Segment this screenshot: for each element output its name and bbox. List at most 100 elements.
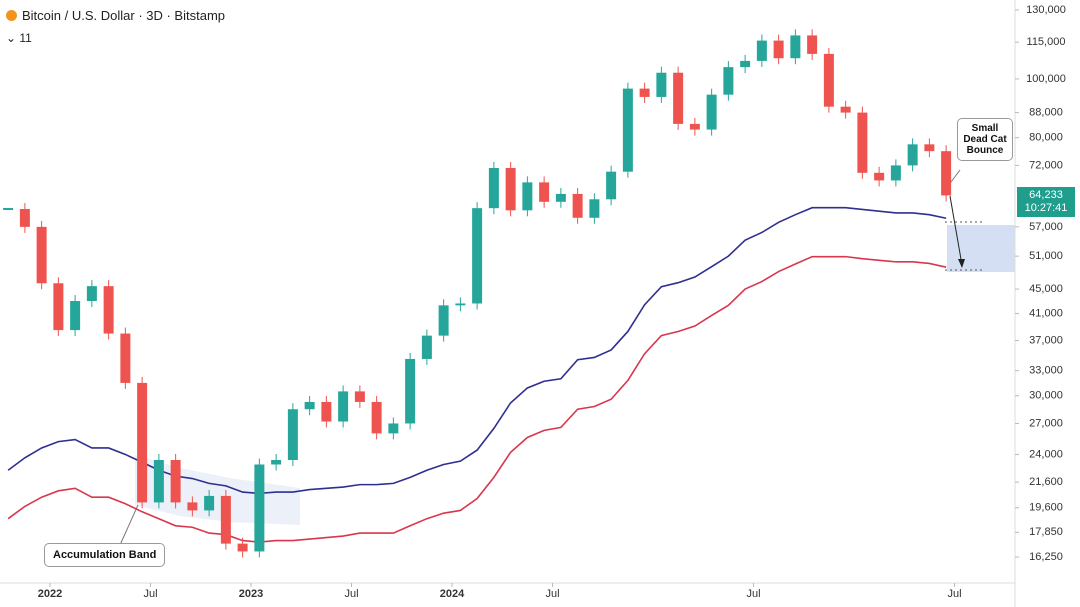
coin-icon [6, 10, 17, 21]
candle [455, 303, 466, 306]
y-tick-label: 27,000 [1029, 417, 1063, 429]
candle [907, 144, 918, 166]
candle [321, 401, 332, 422]
arrow-head [958, 259, 965, 268]
candle [823, 53, 834, 107]
x-tick-label: Jul [143, 588, 157, 600]
candle [589, 199, 600, 218]
chart-title: Bitcoin / U.S. Dollar · 3D · Bitstamp [22, 8, 225, 23]
countdown: 10:27:41 [1024, 202, 1068, 214]
candle [421, 335, 432, 359]
y-tick-label: 72,000 [1029, 159, 1063, 171]
candle [137, 382, 148, 503]
indicator[interactable]: ⌄ 11 [6, 31, 32, 45]
candle [706, 94, 717, 130]
y-tick-label: 57,000 [1029, 221, 1063, 233]
candle [656, 72, 667, 97]
candle [622, 88, 633, 172]
y-tick-label: 115,000 [1027, 36, 1066, 48]
candle [438, 305, 449, 336]
candle [187, 502, 198, 511]
price-tag: 64,233 10:27:41 [1017, 187, 1075, 217]
candle [807, 35, 818, 54]
candle [673, 72, 684, 124]
candle [354, 391, 365, 402]
candle [606, 171, 617, 200]
candle [371, 401, 382, 434]
candle [70, 301, 81, 331]
candle [505, 167, 516, 211]
y-tick-label: 88,000 [1029, 107, 1063, 119]
x-tick-label: 2022 [38, 588, 62, 600]
candle [204, 495, 215, 511]
candle [572, 193, 583, 218]
annotation: Accumulation Band [44, 543, 166, 567]
y-tick-label: 41,000 [1029, 307, 1063, 319]
candle [857, 112, 868, 173]
y-tick-label: 19,600 [1029, 502, 1063, 514]
x-tick-label: 2024 [440, 588, 465, 600]
y-tick-label: 21,600 [1029, 476, 1063, 488]
x-tick-label: Jul [545, 588, 559, 600]
x-tick-label: Jul [746, 588, 760, 600]
candle [740, 60, 751, 68]
arrow [949, 195, 963, 266]
candle [338, 391, 349, 422]
candle [220, 495, 231, 544]
candle [522, 182, 533, 211]
candle [254, 464, 265, 552]
y-tick-label: 45,000 [1029, 283, 1063, 295]
band-line [7, 255, 947, 543]
last-price: 64,233 [1029, 189, 1063, 201]
candle [890, 165, 901, 181]
callout-line [119, 504, 139, 546]
y-tick-label: 24,000 [1029, 448, 1063, 460]
y-tick-label: 80,000 [1029, 132, 1063, 144]
candle [773, 40, 784, 59]
y-tick-label: 17,850 [1029, 526, 1063, 538]
indicator-count: 11 [19, 31, 32, 45]
target-zone [947, 225, 1015, 272]
y-tick-label: 51,000 [1029, 250, 1063, 262]
y-tick-label: 37,000 [1029, 334, 1063, 346]
candle [723, 67, 734, 95]
band-line [7, 206, 947, 495]
candle [689, 123, 700, 130]
candle [237, 543, 248, 552]
x-tick-label: Jul [947, 588, 961, 600]
candle [941, 151, 952, 196]
candle [271, 459, 282, 465]
candle [488, 167, 499, 209]
candle [120, 333, 131, 383]
candle [36, 226, 47, 284]
candle [639, 88, 650, 97]
candle [53, 283, 64, 331]
candle [539, 182, 550, 202]
candle [388, 423, 399, 434]
x-tick-label: 2023 [239, 588, 263, 600]
y-tick-label: 100,000 [1026, 73, 1066, 85]
y-tick-label: 130,000 [1026, 4, 1066, 16]
candle [790, 35, 801, 59]
candle [840, 106, 851, 113]
candle [19, 209, 30, 227]
candle [170, 459, 181, 503]
candle [874, 172, 885, 181]
candle [153, 459, 164, 503]
candle [287, 409, 298, 460]
y-tick-label: 30,000 [1029, 390, 1063, 402]
candle [756, 40, 767, 61]
candle [86, 286, 97, 302]
annotation: Small Dead Cat Bounce [957, 118, 1013, 161]
candle [924, 144, 935, 152]
candle [472, 208, 483, 304]
candle [304, 401, 315, 410]
y-tick-label: 33,000 [1029, 365, 1063, 377]
header: Bitcoin / U.S. Dollar · 3D · Bitstamp [6, 8, 225, 23]
candle [555, 193, 566, 202]
y-tick-label: 16,250 [1029, 551, 1063, 563]
x-tick-label: Jul [344, 588, 358, 600]
candle [103, 286, 114, 334]
